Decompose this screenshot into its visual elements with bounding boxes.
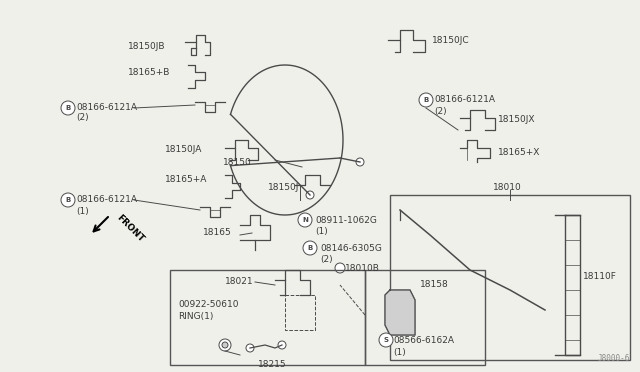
- Circle shape: [303, 241, 317, 255]
- Bar: [365, 270, 485, 365]
- Text: 18165+A: 18165+A: [165, 175, 207, 184]
- Text: 08146-6305G: 08146-6305G: [320, 244, 382, 253]
- Bar: [390, 195, 630, 360]
- Text: B: B: [65, 105, 70, 111]
- Circle shape: [382, 336, 390, 344]
- Circle shape: [278, 341, 286, 349]
- Text: 18150: 18150: [223, 158, 252, 167]
- Text: 08166-6121A: 08166-6121A: [434, 95, 495, 104]
- Text: (2): (2): [434, 107, 447, 116]
- Text: B: B: [307, 245, 312, 251]
- Text: B: B: [65, 197, 70, 203]
- Text: (1): (1): [315, 227, 328, 236]
- Circle shape: [306, 191, 314, 199]
- Text: 08166-6121A: 08166-6121A: [76, 195, 137, 204]
- Text: 18021: 18021: [225, 277, 253, 286]
- Text: 08566-6162A: 08566-6162A: [393, 336, 454, 345]
- Circle shape: [222, 342, 228, 348]
- Text: 00922-50610: 00922-50610: [178, 300, 239, 309]
- Text: (1): (1): [393, 348, 406, 357]
- Text: 18150JB: 18150JB: [128, 42, 166, 51]
- Text: S: S: [383, 337, 388, 343]
- Text: 08166-6121A: 08166-6121A: [76, 103, 137, 112]
- Circle shape: [379, 333, 393, 347]
- Text: (2): (2): [76, 113, 88, 122]
- Text: 18165+X: 18165+X: [498, 148, 540, 157]
- Text: 18165: 18165: [203, 228, 232, 237]
- Text: 18150J: 18150J: [268, 183, 300, 192]
- Text: B: B: [424, 97, 429, 103]
- Text: 18215: 18215: [258, 360, 287, 369]
- Circle shape: [61, 193, 75, 207]
- Text: (1): (1): [76, 207, 89, 216]
- Circle shape: [298, 213, 312, 227]
- Text: 18010: 18010: [493, 183, 522, 192]
- Circle shape: [335, 263, 345, 273]
- Text: 18150JC: 18150JC: [432, 36, 470, 45]
- Text: 18010B: 18010B: [345, 264, 380, 273]
- Circle shape: [301, 216, 309, 224]
- Text: (2): (2): [320, 255, 333, 264]
- Bar: [170, 270, 365, 365]
- Circle shape: [61, 101, 75, 115]
- Text: 08911-1062G: 08911-1062G: [315, 216, 377, 225]
- Circle shape: [306, 244, 314, 252]
- Circle shape: [246, 344, 254, 352]
- Text: 18165+B: 18165+B: [128, 68, 170, 77]
- Text: 18110F: 18110F: [583, 272, 617, 281]
- Text: J8000-6: J8000-6: [598, 354, 630, 363]
- Circle shape: [419, 93, 433, 107]
- Text: 18150JX: 18150JX: [498, 115, 536, 124]
- Text: 18158: 18158: [420, 280, 449, 289]
- Text: 18150JA: 18150JA: [165, 145, 202, 154]
- Text: N: N: [302, 217, 308, 223]
- Circle shape: [356, 158, 364, 166]
- Polygon shape: [385, 290, 415, 335]
- Circle shape: [219, 339, 231, 351]
- Text: RING(1): RING(1): [178, 312, 213, 321]
- Text: FRONT: FRONT: [115, 212, 146, 243]
